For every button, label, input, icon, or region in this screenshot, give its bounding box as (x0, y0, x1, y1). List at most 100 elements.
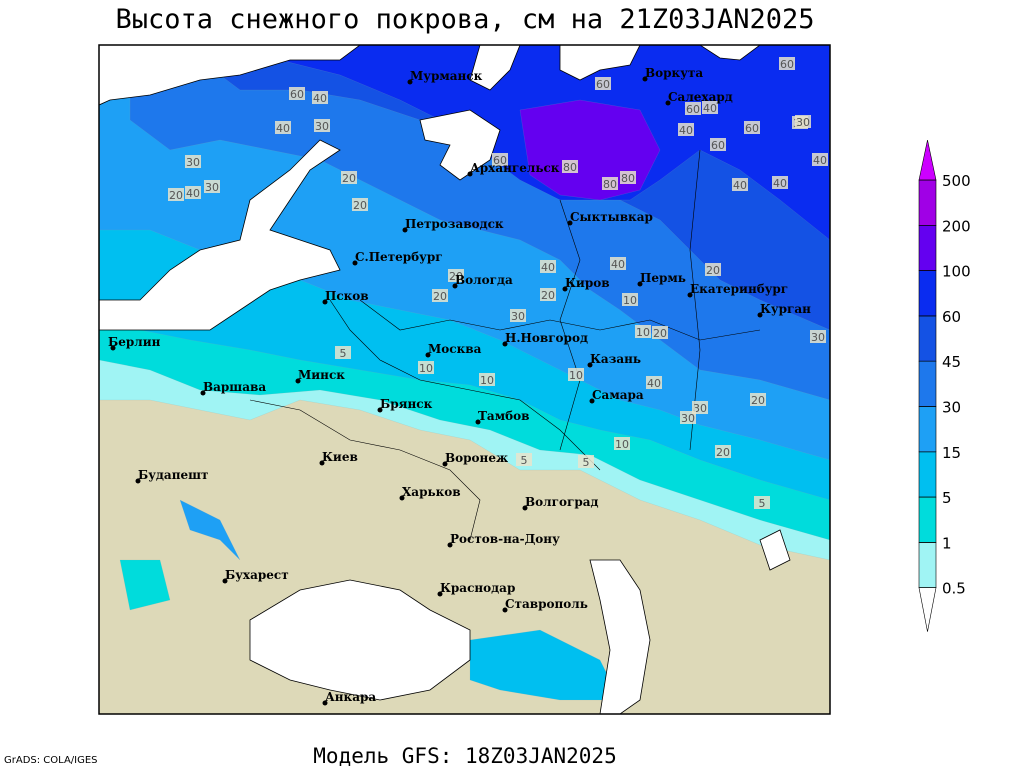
contour-label-box (275, 121, 291, 134)
border (689, 149, 701, 451)
city-dot (587, 362, 593, 368)
city-label: Салехард (668, 90, 733, 104)
contour-label: 60 (596, 78, 610, 91)
contour-label-box (352, 198, 368, 211)
city-dot (637, 281, 643, 287)
contour-label: 30 (693, 402, 707, 415)
city-label: Ростов-на-Дону (450, 532, 560, 546)
city-label: Брянск (380, 397, 433, 411)
title: Высота снежного покрова, см на 21Z03JAN2… (116, 4, 815, 35)
contour-label-box (810, 330, 826, 343)
credit: GrADS: COLA/IGES (4, 755, 98, 766)
contour-label: 40 (541, 261, 555, 274)
city-label: Мурманск (410, 69, 483, 83)
contour-label-box (750, 393, 766, 406)
city-label: Воркута (645, 66, 703, 80)
contour-label: 80 (621, 172, 635, 185)
city-label: Варшава (203, 380, 266, 394)
city-label: Москва (428, 342, 482, 356)
snow-zone (469, 629, 621, 701)
contour-label: 40 (773, 177, 787, 190)
contour-label: 60 (493, 154, 507, 167)
legend-bottom-arrow (918, 587, 937, 632)
contour-label: 20 (433, 290, 447, 303)
contour-label-box (516, 453, 532, 466)
city-dot (407, 79, 413, 85)
city-dot (377, 407, 383, 413)
contour-label: 80 (563, 161, 577, 174)
sea (419, 109, 501, 181)
city-label: Будапешт (138, 468, 208, 482)
city-label: Волгоград (525, 495, 598, 509)
city-dot (437, 591, 443, 597)
contour-label-box (779, 57, 795, 70)
city-label: Архангельск (470, 161, 560, 175)
contour-label: 10 (480, 374, 494, 387)
border (249, 399, 481, 541)
city-label: Киров (565, 276, 610, 290)
city-dot (467, 171, 473, 177)
legend-label: 60 (942, 308, 961, 326)
legend-swatch (918, 496, 937, 543)
city-label: Анкара (325, 690, 376, 704)
contour-label-box (341, 171, 357, 184)
contour-label: 10 (636, 326, 650, 339)
city-dot (425, 352, 431, 358)
city-dot (502, 341, 508, 347)
contour-label: 10 (569, 369, 583, 382)
contour-label: 40 (679, 124, 693, 137)
sea (99, 139, 341, 331)
contour-label-box (692, 401, 708, 414)
contour-label: 20 (449, 270, 463, 283)
city-dot (319, 460, 325, 466)
contour-label: 30 (811, 331, 825, 344)
contour-label: 10 (623, 294, 637, 307)
city-dot (352, 260, 358, 266)
sea (99, 45, 361, 106)
legend-swatch (918, 270, 937, 317)
contour-label: 60 (711, 139, 725, 152)
legend-swatch (918, 451, 937, 498)
contour-label-box (602, 177, 618, 190)
contour-label: 60 (745, 122, 759, 135)
contour-label: 40 (186, 187, 200, 200)
contour-label: 60 (686, 103, 700, 116)
city-label: С.Петербург (355, 250, 443, 264)
contour-label: 10 (419, 362, 433, 375)
city-dot (522, 505, 528, 511)
city-dot (222, 578, 228, 584)
contour-label: 30 (186, 156, 200, 169)
legend-swatch (918, 225, 937, 271)
city-label: Тамбов (478, 409, 529, 423)
contour-label-box (680, 411, 696, 424)
contour-label-box (540, 288, 556, 301)
city-label: Киев (322, 450, 358, 464)
legend-label: 15 (942, 444, 961, 462)
contour-label: 10 (615, 438, 629, 451)
contour-label: 20 (751, 394, 765, 407)
sea (589, 559, 651, 714)
contour-label-box (418, 361, 434, 374)
city-dot (452, 283, 458, 289)
legend-label: 100 (942, 263, 971, 281)
city-dot (502, 607, 508, 613)
city-dot (642, 76, 648, 82)
contour-label: 5 (759, 497, 766, 510)
contour-label-box (595, 77, 611, 90)
snow-zone (179, 499, 241, 561)
contour-label-box (168, 188, 184, 201)
city-dot (687, 292, 693, 298)
city-dot (665, 100, 671, 106)
city-dot (402, 227, 408, 233)
contour-label-box (652, 326, 668, 339)
contour-label: 30 (796, 116, 810, 129)
city-label: Харьков (402, 485, 461, 499)
city-label: Бухарест (225, 568, 289, 582)
legend-label: 0.5 (942, 580, 966, 598)
sea (759, 529, 791, 571)
border (329, 299, 601, 471)
sea (249, 579, 471, 701)
subtitle: Модель GFS: 18Z03JAN2025 (313, 744, 616, 768)
contour-label: 30 (205, 181, 219, 194)
contour-label: 40 (611, 258, 625, 271)
